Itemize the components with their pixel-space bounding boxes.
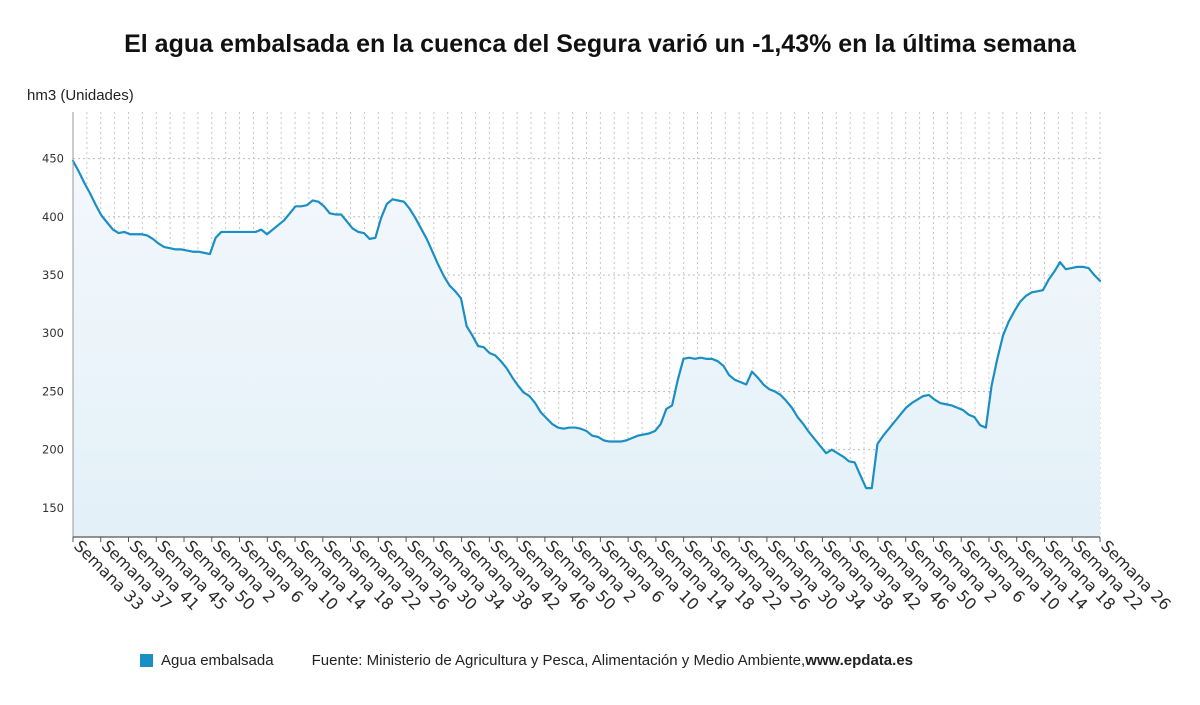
- y-axis-unit-label: hm3 (Unidades): [27, 87, 134, 104]
- series-line-agua-embalsada: [71, 159, 1102, 490]
- y-tick-label: 300: [42, 326, 64, 340]
- source-site-link[interactable]: www.epdata.es: [805, 652, 913, 669]
- y-tick-labels: 150 200 250 300 350 400 450: [42, 152, 64, 515]
- y-tick-label: 350: [42, 268, 64, 282]
- y-tick-label: 200: [42, 443, 64, 457]
- axes: [72, 112, 1101, 542]
- area-layer: [71, 159, 1102, 537]
- y-tick-label: 150: [42, 501, 64, 515]
- source-text: Fuente: Ministerio de Agricultura y Pesc…: [311, 652, 806, 669]
- y-tick-label: 400: [42, 210, 64, 224]
- chart-footer: Agua embalsada Fuente: Ministerio de Agr…: [140, 652, 913, 669]
- area-fill: [73, 160, 1100, 537]
- legend-swatch: [140, 654, 153, 667]
- chart-title: El agua embalsada en la cuenca del Segur…: [124, 30, 1076, 58]
- y-tick-label: 250: [42, 384, 64, 398]
- legend-label: Agua embalsada: [161, 652, 274, 669]
- y-tick-label: 450: [42, 152, 64, 166]
